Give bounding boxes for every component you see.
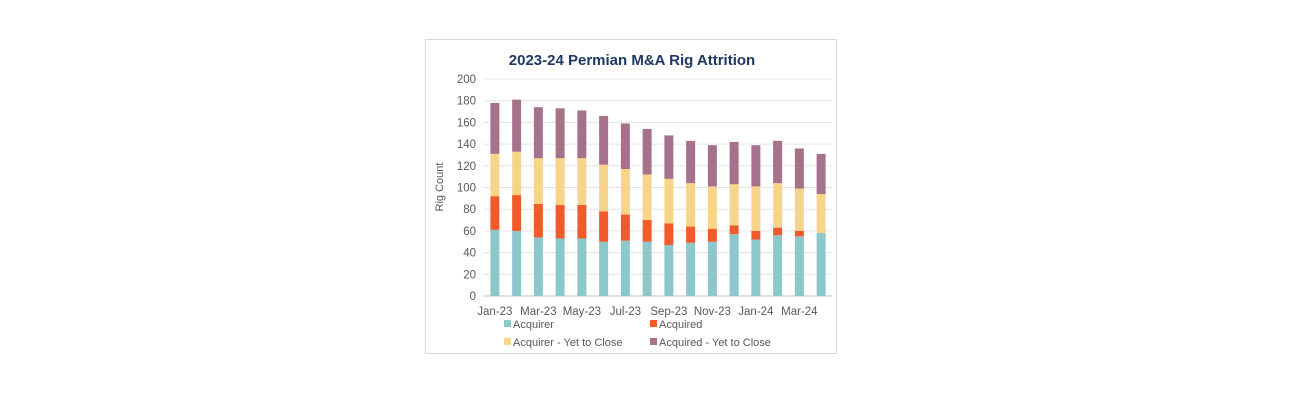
- bar-segment: Jan-24 Acquired: 8: [751, 230, 761, 240]
- x-tick-label: Nov-23: [694, 306, 731, 318]
- y-tick-label: 60: [463, 226, 476, 238]
- bar-segment: Jan-24 Acquirer - Yet to Close: 41: [751, 186, 761, 231]
- bar-segment: Dec-23 Acquired - Yet to Close: 39: [729, 141, 739, 185]
- bar-segment: May-23 Acquired: 31: [577, 204, 587, 239]
- bar-segment: Mar-24 Acquirer: 55: [794, 236, 804, 296]
- bar-segment: Oct-23 Acquired: 15: [686, 226, 696, 243]
- legend: Acquirer Acquired Acquirer - Yet to Close A…: [504, 319, 771, 349]
- bar-segment: Feb-24 Acquirer: 56: [773, 235, 783, 296]
- bar-segment: Jun-23 Acquired: 28: [599, 211, 609, 242]
- legend-swatch: [650, 320, 657, 327]
- x-tick-label: Jul-23: [610, 306, 641, 318]
- bar-segment: Feb-24 Acquirer - Yet to Close: 41: [773, 183, 783, 228]
- bars: Jan-23 Acquirer: 61Jan-23 Acquired: 31Ja…: [490, 99, 826, 296]
- bar-segment: Jan-23 Acquirer - Yet to Close: 39: [490, 153, 500, 197]
- bar-segment: Aug-23 Acquired: 20: [642, 220, 652, 242]
- bar-segment: Mar-23 Acquired - Yet to Close: 47: [533, 107, 543, 159]
- bar-segment: Dec-23 Acquired: 8: [729, 225, 739, 235]
- bar-segment: Apr-24 Acquirer - Yet to Close: 36: [816, 194, 826, 234]
- bar-segment: Jan-23 Acquired: 31: [490, 196, 500, 230]
- y-tick-label: 40: [463, 248, 476, 260]
- bar-segment: Jan-23 Acquired - Yet to Close: 47: [490, 102, 500, 154]
- y-tick-label: 80: [463, 204, 476, 216]
- bar-segment: Jun-23 Acquirer - Yet to Close: 43: [599, 164, 609, 212]
- bar-segment: Nov-23 Acquired: 12: [707, 228, 717, 242]
- bar-segment: Jan-24 Acquired - Yet to Close: 38: [751, 145, 761, 187]
- legend-swatch: [504, 320, 511, 327]
- bar-segment: Sep-23 Acquired - Yet to Close: 40: [664, 135, 674, 179]
- bar-segment: Apr-23 Acquired - Yet to Close: 46: [555, 108, 565, 159]
- x-axis-ticks: Jan-23 Mar-23 May-23 Jul-23 Sep-23 Nov-23 Jan-…: [477, 306, 818, 318]
- y-tick-label: 100: [457, 183, 476, 195]
- bar-segment: Apr-23 Acquired: 31: [555, 204, 565, 239]
- bar-segment: Feb-23 Acquired - Yet to Close: 48: [512, 99, 522, 152]
- bar-segment: Mar-24 Acquired - Yet to Close: 37: [794, 148, 804, 189]
- bar-segment: May-23 Acquirer: 53: [577, 238, 587, 296]
- y-axis-label: Rig Count: [434, 163, 446, 212]
- chart-frame: 2023-24 Permian M&A Rig Attrition Rig Co…: [425, 39, 837, 354]
- bar-segment: Oct-23 Acquirer - Yet to Close: 40: [686, 183, 696, 227]
- y-tick-label: 200: [457, 74, 476, 86]
- bar-segment: Apr-23 Acquirer: 53: [555, 238, 565, 296]
- bar-segment: Mar-23 Acquirer - Yet to Close: 42: [533, 158, 543, 204]
- legend-label: Acquirer - Yet to Close: [513, 337, 622, 349]
- bar-segment: Sep-23 Acquirer - Yet to Close: 41: [664, 178, 674, 224]
- legend-label: Acquired: [659, 319, 702, 331]
- bar-segment: Mar-23 Acquirer: 54: [533, 237, 543, 296]
- y-axis-ticks: 0 20 40 60 80 100 120 140 160 180 200: [457, 74, 476, 303]
- bar-segment: Mar-23 Acquired: 31: [533, 203, 543, 238]
- x-tick-label: Mar-23: [520, 306, 556, 318]
- bar-segment: Sep-23 Acquired: 20: [664, 223, 674, 246]
- x-tick-label: Mar-24: [781, 306, 818, 318]
- bar-segment: Feb-23 Acquirer - Yet to Close: 40: [512, 151, 522, 196]
- bar-segment: Nov-23 Acquirer - Yet to Close: 39: [707, 186, 717, 229]
- x-tick-label: May-23: [563, 306, 601, 318]
- bar-segment: Apr-24 Acquired - Yet to Close: 37: [816, 153, 826, 195]
- legend-swatch: [504, 338, 511, 345]
- x-tick-label: Sep-23: [650, 306, 687, 318]
- bar-segment: Oct-23 Acquirer: 49: [686, 242, 696, 296]
- bar-segment: Sep-23 Acquirer: 47: [664, 245, 674, 296]
- legend-swatch: [650, 338, 657, 345]
- legend-label: Acquirer: [513, 319, 554, 331]
- bar-segment: Aug-23 Acquirer: 50: [642, 241, 652, 296]
- y-tick-label: 0: [470, 291, 476, 303]
- bar-segment: Jun-23 Acquirer: 50: [599, 241, 609, 296]
- y-tick-label: 160: [457, 117, 476, 129]
- bar-segment: Feb-23 Acquirer: 60: [512, 230, 522, 296]
- bar-segment: Apr-24 Acquirer: 58: [816, 233, 826, 296]
- bar-segment: Feb-24 Acquired: 7: [773, 227, 783, 236]
- bar-segment: Aug-23 Acquired - Yet to Close: 42: [642, 128, 652, 175]
- bar-segment: Mar-24 Acquirer - Yet to Close: 39: [794, 188, 804, 231]
- bar-segment: Jan-23 Acquirer: 61: [490, 229, 500, 296]
- bar-segment: Mar-24 Acquired: 5: [794, 230, 804, 237]
- bar-segment: Jul-23 Acquirer - Yet to Close: 42: [620, 169, 630, 215]
- y-tick-label: 140: [457, 139, 476, 151]
- bar-segment: Dec-23 Acquirer: 57: [729, 234, 739, 296]
- bar-segment: Jul-23 Acquirer: 51: [620, 240, 630, 296]
- legend-label: Acquired - Yet to Close: [659, 337, 771, 349]
- bar-segment: Dec-23 Acquirer - Yet to Close: 38: [729, 184, 739, 226]
- bar-segment: Nov-23 Acquirer: 50: [707, 241, 717, 296]
- bar-segment: Nov-23 Acquired - Yet to Close: 38: [707, 145, 717, 187]
- bar-segment: May-23 Acquired - Yet to Close: 44: [577, 110, 587, 159]
- bar-segment: Apr-23 Acquirer - Yet to Close: 43: [555, 158, 565, 205]
- bar-segment: Aug-23 Acquirer - Yet to Close: 42: [642, 174, 652, 221]
- bar-segment: May-23 Acquirer - Yet to Close: 43: [577, 158, 587, 205]
- bar-segment: Jan-24 Acquirer: 52: [751, 239, 761, 296]
- bar-segment: Feb-24 Acquired - Yet to Close: 39: [773, 140, 783, 184]
- bar-segment: Jul-23 Acquired: 24: [620, 214, 630, 241]
- y-tick-label: 120: [457, 161, 476, 173]
- y-tick-label: 180: [457, 96, 476, 108]
- stacked-bar-chart: 2023-24 Permian M&A Rig Attrition Rig Co…: [434, 52, 832, 349]
- bar-segment: Oct-23 Acquired - Yet to Close: 39: [686, 140, 696, 184]
- bar-segment: Feb-23 Acquired: 33: [512, 195, 522, 231]
- chart-title: 2023-24 Permian M&A Rig Attrition: [509, 52, 755, 69]
- x-tick-label: Jan-23: [477, 306, 512, 318]
- bar-segment: Jul-23 Acquired - Yet to Close: 42: [620, 123, 630, 170]
- x-tick-label: Jan-24: [738, 306, 774, 318]
- bar-segment: Jun-23 Acquired - Yet to Close: 45: [599, 115, 609, 165]
- y-tick-label: 20: [463, 269, 476, 281]
